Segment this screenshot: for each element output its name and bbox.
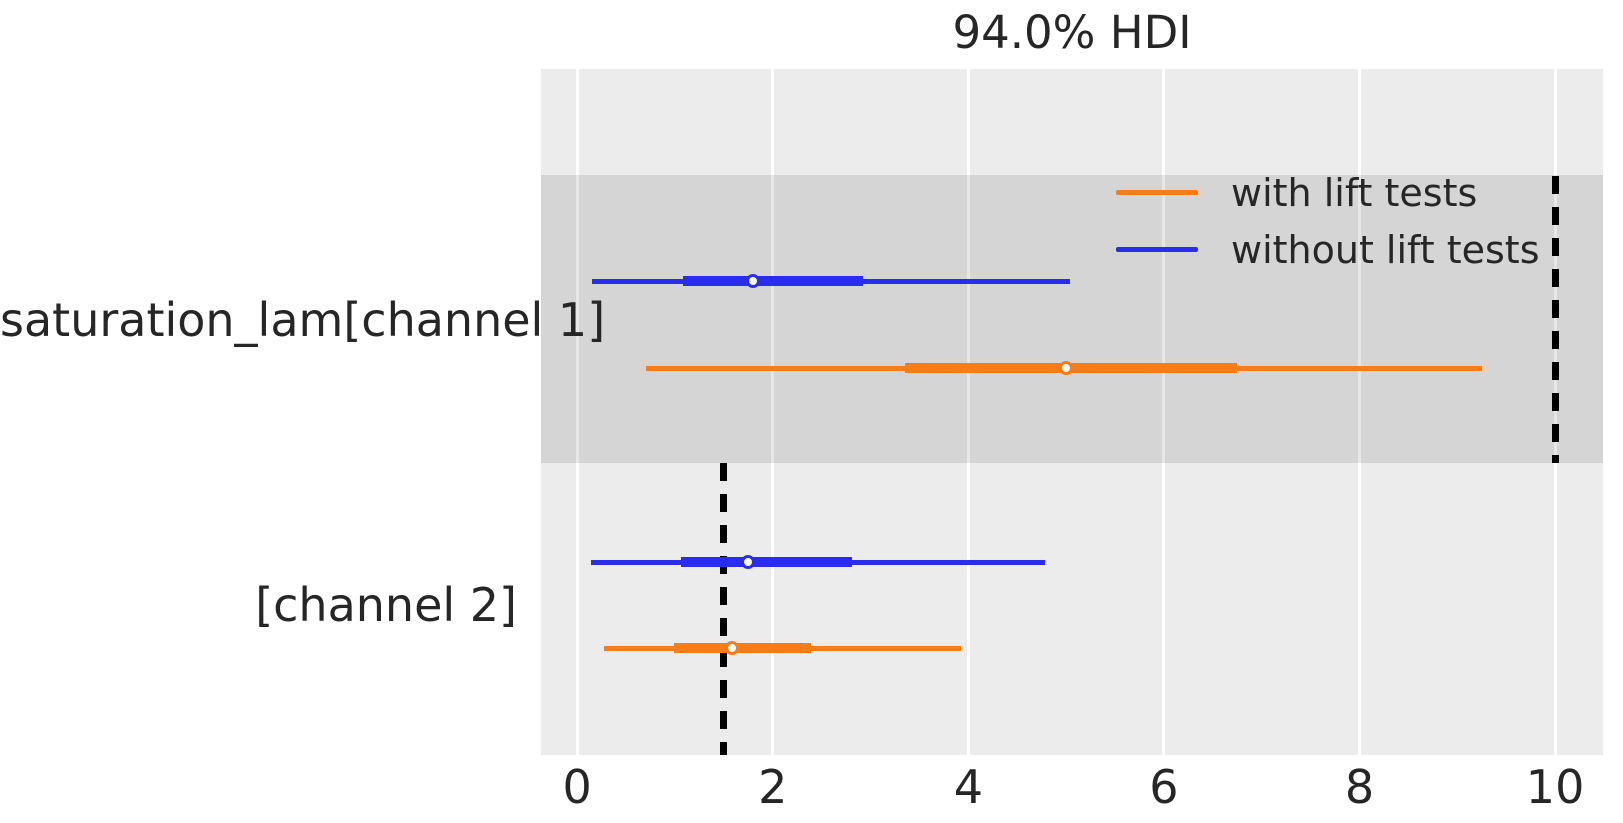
legend-entry-with-lift-tests: with lift tests	[1116, 164, 1540, 221]
y-axis-label: [channel 2]	[255, 578, 517, 632]
legend-line-sample-blue-icon	[1116, 247, 1198, 252]
y-axis-label: saturation_lam[channel 1]	[0, 293, 606, 347]
x-tick-label: 10	[1525, 760, 1585, 814]
point-estimate-marker	[741, 555, 756, 569]
x-tick-label: 6	[1149, 760, 1179, 814]
legend-line-sample-orange-icon	[1116, 190, 1198, 195]
hdi-thick-line	[680, 557, 852, 567]
point-estimate-marker	[1059, 361, 1074, 375]
point-estimate-marker	[724, 641, 739, 655]
gridline	[1162, 69, 1166, 755]
gridline	[1358, 69, 1361, 755]
x-tick-label: 4	[953, 760, 983, 814]
legend-label: without lift tests	[1231, 227, 1540, 272]
reference-dashed-line	[720, 463, 728, 755]
legend-entry-without-lift-tests: without lift tests	[1116, 221, 1540, 278]
plot-title: 94.0% HDI	[952, 6, 1192, 59]
reference-dashed-line	[1551, 176, 1559, 463]
legend-label: with lift tests	[1231, 170, 1478, 215]
gridline	[771, 69, 775, 755]
plot-area: with lift tests without lift tests	[541, 69, 1603, 755]
legend: with lift tests without lift tests	[1116, 164, 1540, 278]
hdi-thick-line	[673, 643, 811, 653]
point-estimate-marker	[746, 274, 761, 288]
x-tick-label: 0	[562, 760, 592, 814]
gridline	[575, 69, 579, 755]
x-tick-label: 8	[1344, 760, 1375, 814]
hdi-shaded-band	[541, 175, 1603, 463]
hdi-thick-line	[682, 276, 863, 286]
gridline	[966, 69, 970, 755]
x-tick-label: 2	[758, 760, 788, 814]
